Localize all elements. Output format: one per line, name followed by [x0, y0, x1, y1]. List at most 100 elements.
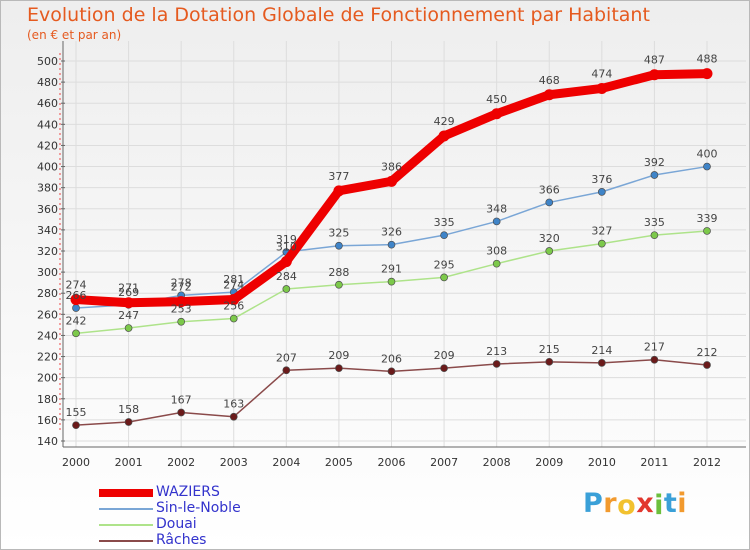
- data-label-raches: 212: [697, 346, 718, 359]
- y-tick-label: 280: [37, 287, 58, 300]
- y-tick-label: 380: [37, 182, 58, 195]
- data-label-sin-le-noble: 348: [486, 202, 507, 215]
- x-tick-label: 2004: [272, 456, 300, 469]
- data-point-raches: [282, 366, 291, 375]
- data-label-raches: 163: [223, 398, 244, 411]
- data-point-douai: [72, 329, 80, 338]
- x-tick-label: 2009: [535, 456, 563, 469]
- x-tick-label: 2011: [640, 456, 668, 469]
- x-tick-label: 2010: [588, 456, 616, 469]
- data-label-raches: 217: [644, 341, 665, 354]
- data-point-raches: [597, 359, 606, 367]
- data-point-sin-le-noble: [387, 240, 396, 249]
- data-label-raches: 167: [171, 394, 192, 407]
- data-label-raches: 213: [486, 345, 507, 358]
- data-label-douai: 284: [276, 270, 297, 283]
- data-label-raches: 207: [276, 351, 297, 364]
- data-point-sin-le-noble: [335, 241, 343, 250]
- data-label-raches: 206: [381, 352, 402, 365]
- x-tick-label: 2007: [430, 456, 458, 469]
- data-point-waziers: [648, 69, 660, 81]
- data-point-waziers: [333, 185, 345, 197]
- data-label-douai: 335: [644, 216, 665, 229]
- data-label-sin-le-noble: 325: [328, 227, 349, 240]
- data-point-raches: [650, 355, 659, 364]
- data-point-douai: [703, 227, 711, 235]
- data-point-douai: [492, 259, 501, 268]
- y-tick-label: 220: [37, 351, 58, 364]
- data-label-sin-le-noble: 326: [381, 226, 402, 239]
- data-label-douai: 288: [328, 266, 349, 279]
- data-label-douai: 253: [171, 303, 192, 316]
- legend-swatch-sin-le-noble: [99, 508, 153, 510]
- data-point-douai: [177, 317, 186, 326]
- logo-letter: o: [617, 490, 637, 521]
- data-point-sin-le-noble: [440, 231, 448, 240]
- x-tick-label: 2005: [325, 456, 353, 469]
- data-point-waziers: [438, 130, 450, 142]
- y-tick-label: 400: [37, 161, 58, 174]
- data-point-sin-le-noble: [545, 198, 554, 207]
- y-tick-label: 460: [37, 97, 58, 110]
- data-label-sin-le-noble: 366: [539, 183, 560, 196]
- legend-label-raches: Râches: [156, 532, 207, 548]
- data-point-waziers: [596, 82, 608, 94]
- logo-letter: i: [654, 490, 664, 521]
- data-point-raches: [440, 364, 448, 373]
- data-label-sin-le-noble: 269: [118, 286, 139, 299]
- data-label-sin-le-noble: 400: [697, 148, 718, 161]
- data-point-douai: [387, 277, 396, 286]
- data-label-douai: 291: [381, 263, 402, 276]
- x-tick-label: 2000: [62, 456, 90, 469]
- chart-subtitle: (en € et par an): [27, 28, 122, 42]
- data-label-douai: 256: [223, 300, 244, 313]
- data-point-raches: [229, 412, 238, 421]
- data-label-raches: 215: [539, 343, 560, 356]
- data-label-waziers: 450: [486, 93, 507, 106]
- data-point-raches: [177, 408, 186, 417]
- data-point-waziers: [70, 294, 82, 306]
- grid-lines: [63, 41, 746, 447]
- legend-label-sin-le-noble: Sin-le-Noble: [156, 500, 241, 516]
- data-label-waziers: 274: [223, 279, 244, 292]
- data-label-waziers: 468: [539, 74, 560, 87]
- series-lines: [70, 68, 713, 430]
- data-point-douai: [124, 324, 133, 332]
- data-point-waziers: [491, 108, 503, 120]
- data-point-douai: [597, 239, 606, 248]
- logo-letter: i: [677, 488, 688, 519]
- logo-letter: r: [603, 488, 618, 519]
- y-tick-label: 200: [37, 372, 58, 385]
- data-point-douai: [650, 231, 659, 240]
- data-point-waziers: [543, 89, 555, 101]
- data-label-waziers: 272: [171, 281, 192, 294]
- y-tick-label: 360: [37, 203, 58, 216]
- logo-letter: t: [663, 488, 678, 519]
- data-label-waziers: 274: [66, 279, 87, 292]
- data-label-douai: 295: [434, 258, 455, 271]
- data-label-sin-le-noble: 392: [644, 156, 665, 169]
- data-labels: 140 160 180 200 220 240 260 280 300 320 340 360 380 4…: [37, 53, 721, 469]
- y-tick-label: 500: [37, 55, 58, 68]
- data-label-douai: 242: [66, 314, 87, 327]
- data-label-waziers: 488: [697, 53, 718, 66]
- logo-letter: P: [583, 488, 604, 519]
- x-tick-label: 2006: [378, 456, 406, 469]
- y-tick-label: 420: [37, 139, 58, 152]
- data-point-sin-le-noble: [597, 188, 606, 196]
- x-tick-label: 2001: [115, 456, 143, 469]
- y-tick-label: 180: [37, 393, 58, 406]
- axes: [59, 41, 746, 448]
- data-point-douai: [282, 285, 291, 293]
- data-label-raches: 214: [591, 344, 612, 357]
- logo-letter: x: [636, 488, 655, 519]
- data-point-raches: [545, 357, 554, 366]
- data-point-raches: [335, 364, 343, 373]
- data-label-raches: 209: [328, 349, 349, 362]
- legend-label-waziers: WAZIERS: [156, 484, 220, 500]
- data-label-raches: 209: [434, 349, 455, 362]
- legend-swatch-waziers: [99, 489, 153, 497]
- y-tick-label: 240: [37, 329, 58, 342]
- data-point-waziers: [701, 68, 713, 80]
